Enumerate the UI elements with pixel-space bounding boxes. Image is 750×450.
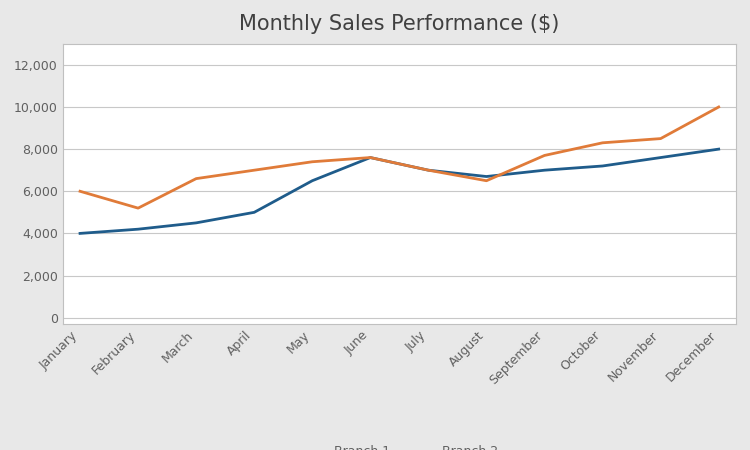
Branch 1	[250, 210, 259, 215]
Branch 1	[540, 167, 549, 173]
Branch 1	[598, 163, 607, 169]
Branch 2	[714, 104, 723, 110]
Branch 2	[76, 189, 85, 194]
Title: Monthly Sales Performance ($): Monthly Sales Performance ($)	[239, 14, 560, 34]
Branch 1	[308, 178, 316, 184]
Branch 2	[598, 140, 607, 145]
Branch 2	[250, 167, 259, 173]
Branch 1	[714, 146, 723, 152]
Branch 1	[192, 220, 201, 225]
Branch 2	[192, 176, 201, 181]
Branch 1	[424, 167, 433, 173]
Branch 2	[134, 205, 142, 211]
Branch 2	[366, 155, 375, 160]
Branch 1	[134, 226, 142, 232]
Branch 2	[482, 178, 491, 184]
Branch 2	[656, 136, 665, 141]
Branch 2	[540, 153, 549, 158]
Branch 2	[424, 167, 433, 173]
Branch 1	[656, 155, 665, 160]
Line: Branch 1: Branch 1	[80, 149, 718, 234]
Legend: Branch 1, Branch 2: Branch 1, Branch 2	[295, 441, 503, 450]
Branch 2	[308, 159, 316, 164]
Branch 1	[76, 231, 85, 236]
Branch 1	[366, 155, 375, 160]
Line: Branch 2: Branch 2	[80, 107, 718, 208]
Branch 1	[482, 174, 491, 179]
